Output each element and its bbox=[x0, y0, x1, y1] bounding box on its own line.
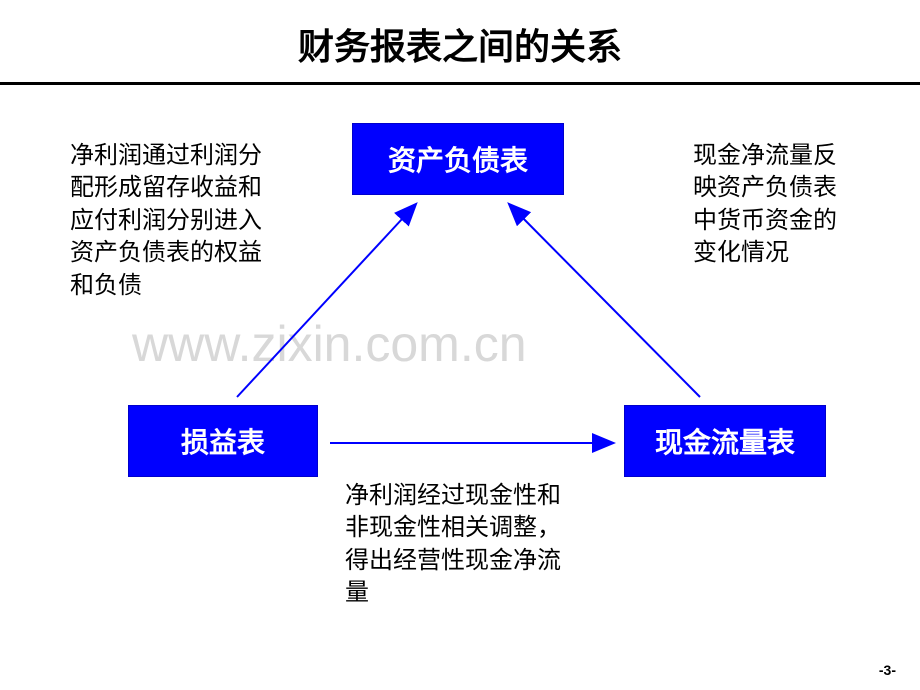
box-cash-flow-label: 现金流量表 bbox=[655, 421, 795, 461]
page-number: -3- bbox=[879, 662, 896, 678]
box-income-statement: 损益表 bbox=[128, 405, 318, 477]
diagram-container: www.zixin.com.cn 资产负债表 损益表 现金流量表 净利润通过利润… bbox=[0, 85, 920, 665]
description-left: 净利润通过利润分配形成留存收益和应付利润分别进入资产负债表的权益和负债 bbox=[70, 140, 265, 302]
page-title: 财务报表之间的关系 bbox=[0, 0, 920, 82]
box-balance-sheet-label: 资产负债表 bbox=[388, 139, 528, 179]
watermark-text: www.zixin.com.cn bbox=[132, 315, 527, 373]
box-balance-sheet: 资产负债表 bbox=[352, 123, 564, 195]
arrow-right-to-top bbox=[510, 205, 700, 397]
box-income-statement-label: 损益表 bbox=[181, 421, 265, 461]
box-cash-flow: 现金流量表 bbox=[624, 405, 826, 477]
description-right: 现金净流量反映资产负债表中货币资金的变化情况 bbox=[693, 140, 858, 270]
description-bottom: 净利润经过现金性和非现金性相关调整，得出经营性现金净流量 bbox=[345, 480, 575, 610]
